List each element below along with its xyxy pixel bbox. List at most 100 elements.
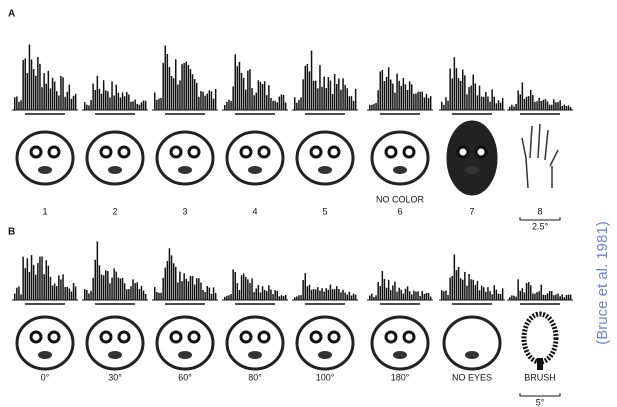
histogram-bar — [90, 100, 92, 110]
stimulus-label: 180° — [391, 372, 410, 382]
histogram-bar — [406, 286, 409, 300]
histogram-bar — [18, 101, 20, 110]
histogram — [14, 255, 77, 300]
histogram-bar — [423, 293, 426, 300]
histogram-bar — [411, 294, 413, 300]
histogram-bar — [411, 84, 413, 110]
histogram-bar — [478, 85, 481, 110]
histogram-bar — [464, 271, 466, 300]
histogram-bar — [43, 274, 45, 300]
histogram-bar — [245, 276, 247, 300]
histogram-bar — [455, 270, 458, 300]
histogram-bar — [551, 104, 553, 110]
histogram-bar — [119, 278, 122, 300]
histogram-bar — [185, 278, 187, 300]
histogram-bar — [415, 291, 417, 300]
histogram-bar — [270, 97, 272, 110]
histogram-bar — [45, 260, 47, 300]
histogram-bar — [472, 74, 474, 110]
histogram — [154, 45, 217, 111]
histogram-bar — [138, 104, 141, 110]
histogram-bar — [247, 279, 249, 300]
histogram-bar — [64, 287, 66, 300]
histogram-bar — [445, 97, 447, 110]
stimulus-label: 5 — [322, 206, 327, 216]
histogram — [509, 279, 572, 300]
histogram-bar — [468, 86, 470, 110]
histogram-bar — [466, 285, 468, 300]
histogram-bar — [84, 289, 86, 300]
histogram-bar — [561, 294, 563, 300]
histogram-bar — [142, 290, 145, 300]
histogram-bar — [230, 101, 232, 110]
histogram-bar — [474, 83, 477, 110]
histogram — [224, 269, 287, 300]
histogram-bar — [457, 266, 460, 300]
histogram-bar — [74, 93, 77, 110]
histogram-bar — [68, 84, 71, 110]
histogram-bar — [495, 103, 498, 110]
histogram-bar — [144, 293, 147, 300]
histogram-bar — [92, 277, 94, 300]
face — [295, 130, 355, 186]
histogram-bar — [278, 296, 281, 300]
histogram-bar — [20, 294, 22, 300]
histogram-bar — [327, 77, 330, 110]
histogram-bar — [468, 273, 470, 300]
histogram-bar — [115, 84, 117, 110]
histogram-bar — [387, 279, 390, 300]
histogram-bar — [443, 291, 445, 300]
histogram-bar — [302, 79, 304, 110]
histogram-bar — [132, 279, 134, 300]
stimulus-label: 8 — [537, 206, 542, 216]
histogram-bar — [551, 291, 553, 300]
histogram-bar — [261, 286, 264, 300]
histogram-bar — [304, 273, 306, 300]
histogram-bar — [515, 296, 517, 300]
histogram-bar — [338, 288, 340, 300]
histogram-bar — [224, 296, 226, 300]
histogram-bar — [296, 102, 298, 110]
histogram-bar — [459, 278, 462, 300]
histogram-bar — [284, 294, 287, 300]
mouth — [38, 166, 52, 174]
histogram-bar — [300, 295, 302, 300]
histogram — [84, 75, 147, 110]
histogram-bar — [423, 97, 426, 110]
histogram-bar — [557, 102, 559, 110]
histogram-bar — [72, 95, 75, 110]
histogram-bar — [142, 100, 145, 110]
histogram-bar — [56, 91, 58, 110]
histogram-bar — [530, 89, 532, 110]
eye — [257, 145, 271, 159]
histogram-bar — [282, 296, 285, 300]
histogram-bar — [340, 292, 342, 300]
histogram-bar — [242, 77, 245, 110]
histogram-bar — [346, 294, 348, 300]
stimulus-label: 0° — [41, 372, 50, 382]
histogram-bar — [208, 90, 211, 110]
histogram-bar — [417, 291, 419, 300]
histogram-bar — [68, 288, 71, 300]
eye — [309, 330, 323, 344]
histogram-bar — [413, 290, 415, 300]
histogram-bar — [70, 291, 73, 300]
histogram-bar — [94, 89, 96, 110]
face — [225, 130, 285, 186]
histogram-bar — [306, 286, 309, 300]
histogram-bar — [540, 284, 542, 300]
histogram-bar — [392, 83, 394, 110]
histogram-bar — [238, 61, 241, 110]
histogram-bar — [96, 241, 99, 300]
histogram-bar — [312, 80, 315, 110]
histogram-bar — [427, 292, 430, 300]
histogram-bar — [385, 76, 388, 110]
stimulus-image — [521, 311, 559, 370]
histogram-bar — [569, 294, 572, 300]
histogram-bar — [371, 104, 373, 110]
face — [155, 315, 215, 371]
histogram-bar — [548, 104, 551, 110]
histogram-bar — [546, 101, 549, 110]
histogram-bar — [62, 77, 64, 110]
histogram-bar — [20, 100, 22, 110]
